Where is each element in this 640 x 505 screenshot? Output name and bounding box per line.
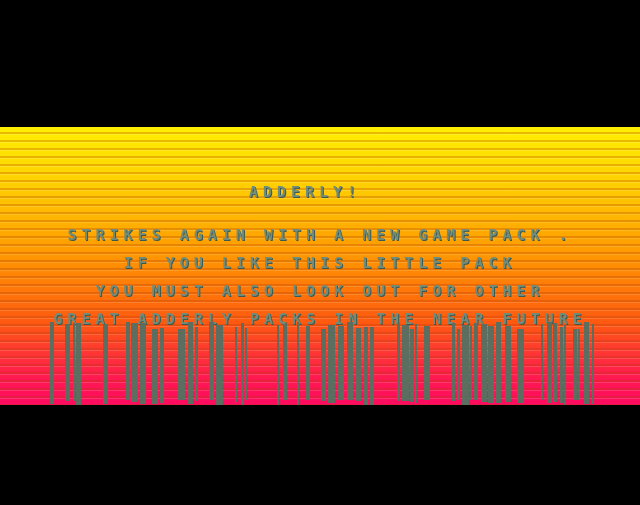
drip-bar	[424, 326, 430, 400]
drip-bar	[328, 325, 335, 403]
drip-bar	[73, 323, 75, 401]
drip-bar	[517, 329, 524, 403]
drip-bar	[65, 324, 70, 401]
drip-bar	[364, 327, 368, 405]
drip-bar	[397, 323, 400, 401]
drip-bar	[50, 322, 54, 404]
drip-bar	[470, 326, 472, 400]
drip-bar	[496, 322, 501, 403]
title: ADDERLY!	[248, 183, 362, 201]
drip-bar	[188, 322, 193, 404]
drip-bar	[481, 324, 487, 402]
drip-bar	[241, 323, 244, 405]
scroll-line: YOU MUST ALSO LOOK OUT FOR OTHER	[95, 282, 545, 300]
drip-bar	[347, 322, 353, 400]
drip-bar	[573, 329, 577, 400]
drip-bar	[541, 324, 543, 400]
drip-bar	[457, 329, 460, 400]
drip-bar	[216, 325, 223, 405]
drip-bar	[277, 325, 279, 405]
drip-bar	[152, 329, 158, 404]
scroll-line: STRIKES AGAIN WITH A NEW GAME PACK .	[67, 226, 573, 244]
scroll-line: IF YOU LIKE THIS LITTLE PACK	[123, 254, 517, 272]
drip-bar	[140, 323, 146, 404]
drip-bar	[178, 329, 185, 400]
drip-bar	[452, 323, 455, 401]
drip-bar	[131, 323, 138, 402]
drip-bar	[370, 327, 374, 405]
drip-bar	[560, 327, 563, 403]
drip-bar	[245, 328, 247, 400]
drip-bar	[76, 323, 81, 405]
drip-bar	[402, 325, 409, 401]
scroll-line: GREAT ADDERLY PACKS IN THE NEAR FUTURE	[53, 310, 587, 328]
drip-bar	[488, 326, 494, 403]
drip-bar	[578, 329, 580, 400]
drip-bar	[126, 322, 130, 400]
raster-band: ADDERLY! STRIKES AGAIN WITH A NEW GAME P…	[0, 127, 640, 405]
drip-bar	[160, 328, 164, 403]
drip-bar	[321, 329, 326, 401]
drip-bar	[297, 322, 299, 405]
drip-bar	[592, 324, 594, 404]
drip-bar	[474, 323, 478, 400]
drip-bar	[547, 322, 552, 403]
drip-bar	[584, 322, 589, 404]
drip-bar	[235, 327, 237, 402]
drip-bar	[195, 327, 198, 401]
drip-bar	[306, 326, 310, 400]
drip-bar	[505, 326, 511, 402]
drip-bar	[553, 323, 557, 402]
drip-bar	[462, 325, 469, 405]
drip-bar	[356, 328, 361, 401]
drip-bar	[410, 329, 414, 402]
drip-bar	[564, 325, 566, 405]
drip-bar	[209, 322, 214, 400]
drip-bar	[283, 324, 287, 400]
drip-bar	[103, 324, 108, 404]
drip-bar	[338, 326, 344, 400]
drip-bar	[415, 324, 417, 403]
